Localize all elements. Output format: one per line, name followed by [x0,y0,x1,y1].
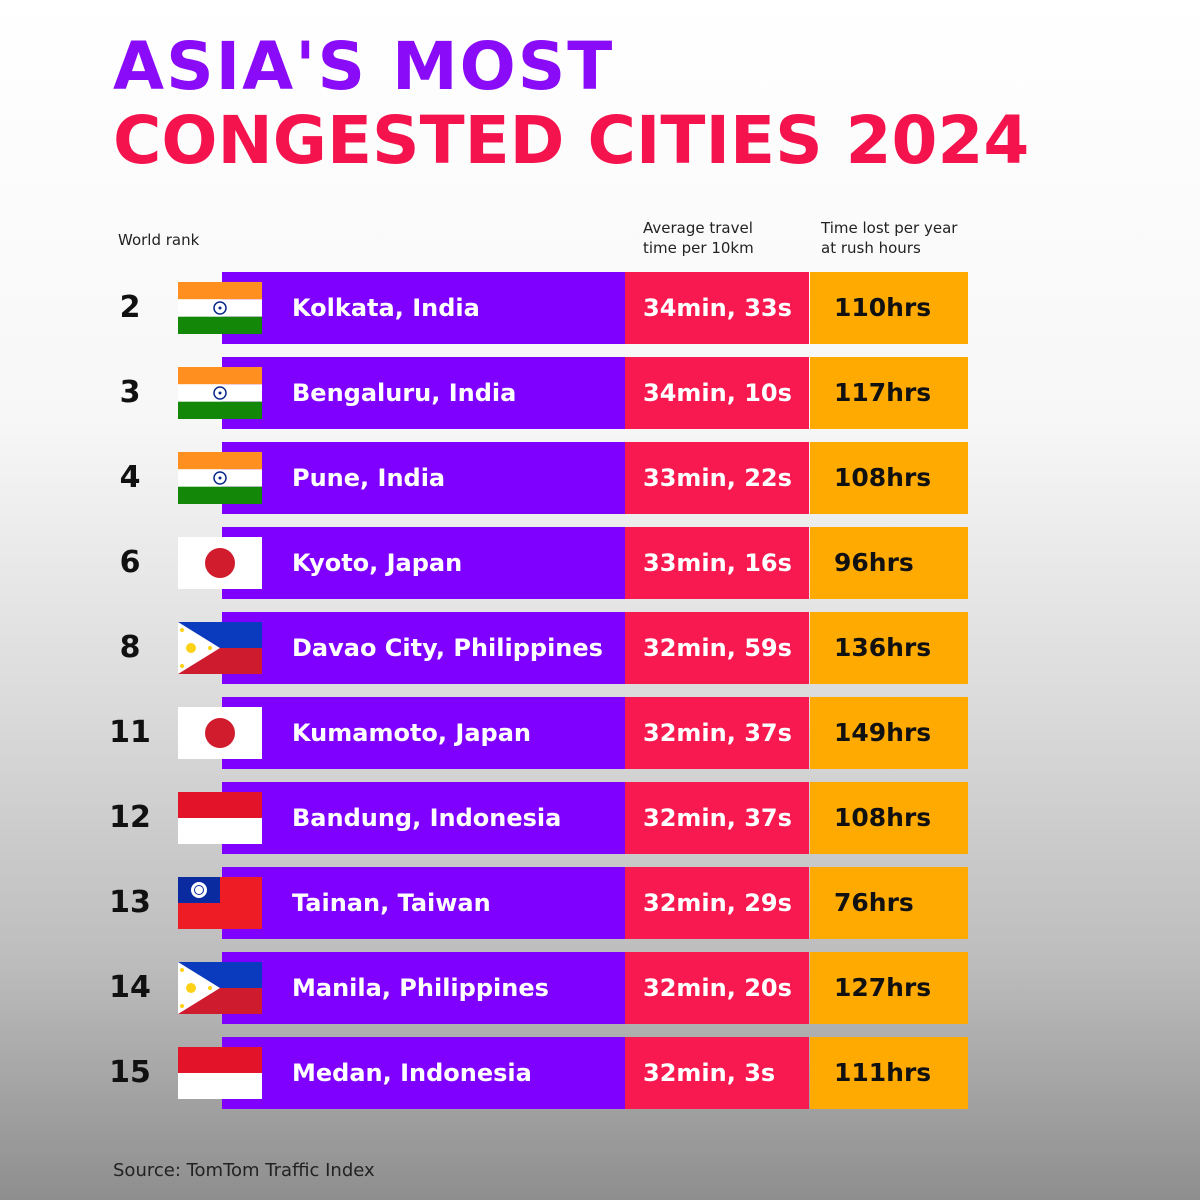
table-row: 15 Medan, Indonesia 32min, 3s 111hrs [0,1037,1200,1109]
flag [178,1047,262,1099]
city: Tainan, Taiwan [292,889,491,917]
rank: 12 [109,800,151,835]
rank: 15 [109,1055,151,1090]
flag [178,537,262,589]
hours-cell-bg [810,697,968,769]
flag [178,792,262,844]
city: Pune, India [292,464,446,492]
city-cell-bg [222,272,625,344]
title-line2: CONGESTED CITIES 2024 [113,102,1030,179]
table-row: 14 Manila, Philippines 32min, 20s 127hrs [0,952,1200,1024]
city-cell-bg [222,952,625,1024]
travel-time: 32min, 59s [643,634,792,662]
hours-lost: 149hrs [834,718,932,747]
rank: 13 [109,885,151,920]
travel-time: 33min, 22s [643,464,792,492]
flag [178,367,262,419]
hours-lost: 108hrs [834,803,932,832]
table-row: 2 Kolkata, India 34min, 33s 110hrs [0,272,1200,344]
city-cell-bg [222,442,625,514]
city-cell-bg [222,697,625,769]
table-row: 3 Bengaluru, India 34min, 10s 117hrs [0,357,1200,429]
rank: 8 [119,630,141,665]
city: Kumamoto, Japan [292,719,531,747]
city: Medan, Indonesia [292,1059,532,1087]
hours-cell-bg [810,442,968,514]
flag [178,877,262,929]
table-row: 11 Kumamoto, Japan 32min, 37s 149hrs [0,697,1200,769]
travel-time: 33min, 16s [643,549,792,577]
city-cell-bg [222,357,625,429]
column-header: Time lost per year at rush hours [821,219,958,257]
table-row: 12 Bandung, Indonesia 32min, 37s 108hrs [0,782,1200,854]
rank: 11 [109,715,151,750]
rank: 3 [119,375,141,410]
time-cell-bg [625,697,809,769]
rank: 6 [119,545,141,580]
travel-time: 32min, 37s [643,719,792,747]
column-header: World rank [118,231,200,249]
hours-lost: 76hrs [834,888,914,917]
city: Bandung, Indonesia [292,804,562,832]
hours-cell-bg [810,952,968,1024]
hours-cell-bg [810,612,968,684]
city-cell-bg [222,612,625,684]
source: Source: TomTom Traffic Index [113,1160,375,1181]
city: Kyoto, Japan [292,549,463,577]
time-cell-bg [625,782,809,854]
time-cell-bg [625,1037,809,1109]
column-header: Average travel time per 10km [643,219,754,257]
hours-lost: 108hrs [834,463,932,492]
flag [178,282,262,334]
city-cell-bg [222,1037,625,1109]
travel-time: 32min, 3s [643,1059,776,1087]
hours-lost: 136hrs [834,633,932,662]
hours-cell-bg [810,527,968,599]
table-row: 4 Pune, India 33min, 22s 108hrs [0,442,1200,514]
hours-cell-bg [810,867,968,939]
time-cell-bg [625,952,809,1024]
hours-lost: 127hrs [834,973,932,1002]
hours-lost: 111hrs [834,1058,932,1087]
table-row: 8 Davao City, Philippines 32min, 59s 136hrs [0,612,1200,684]
city: Davao City, Philippines [292,634,603,662]
travel-time: 34min, 33s [643,294,792,322]
time-cell-bg [625,272,809,344]
city-cell-bg [222,782,625,854]
time-cell-bg [625,527,809,599]
time-cell-bg [625,612,809,684]
rank: 14 [109,970,151,1005]
hours-cell-bg [810,357,968,429]
title-line1: ASIA'S MOST [113,28,615,105]
flag [178,622,262,674]
hours-lost: 110hrs [834,293,932,322]
city-cell-bg [222,867,625,939]
flag [178,707,262,759]
hours-cell-bg [810,272,968,344]
rank: 4 [119,460,141,495]
city: Bengaluru, India [292,379,517,407]
hours-lost: 117hrs [834,378,932,407]
time-cell-bg [625,442,809,514]
hours-lost: 96hrs [834,548,914,577]
time-cell-bg [625,867,809,939]
hours-cell-bg [810,1037,968,1109]
city-cell-bg [222,527,625,599]
travel-time: 32min, 20s [643,974,792,1002]
table-row: 6 Kyoto, Japan 33min, 16s 96hrs [0,527,1200,599]
flag [178,962,262,1014]
rank: 2 [119,290,141,325]
city: Kolkata, India [292,294,480,322]
city: Manila, Philippines [292,974,549,1002]
time-cell-bg [625,357,809,429]
flag [178,452,262,504]
hours-cell-bg [810,782,968,854]
travel-time: 32min, 37s [643,804,792,832]
travel-time: 34min, 10s [643,379,792,407]
travel-time: 32min, 29s [643,889,792,917]
table-row: 13 Tainan, Taiwan 32min, 29s 76hrs [0,867,1200,939]
